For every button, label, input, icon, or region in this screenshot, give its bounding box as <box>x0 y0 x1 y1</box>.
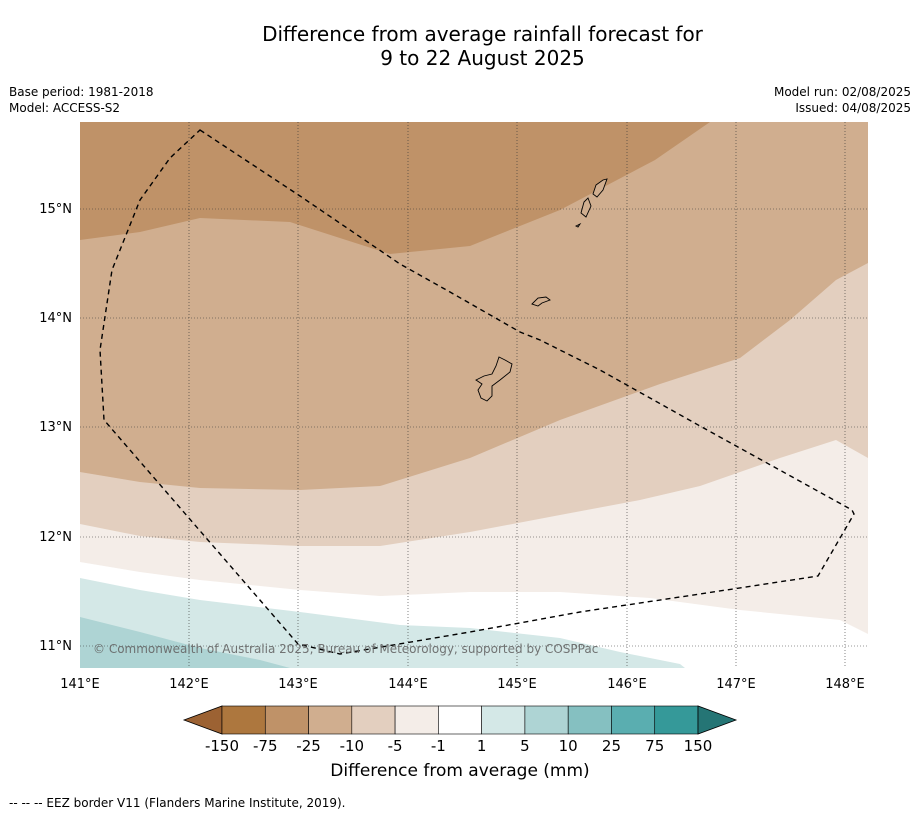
graticule <box>80 122 868 668</box>
colorbar-segment <box>264 705 309 735</box>
lat-label-11n: 11°N <box>39 639 72 654</box>
colorbar-segment <box>308 705 353 735</box>
lat-label-12n: 12°N <box>39 530 72 545</box>
colorbar-segment <box>438 705 482 735</box>
model-name: Model: ACCESS-S2 <box>9 101 121 115</box>
eez-footnote: -- -- -- EEZ border V11 (Flanders Marine… <box>9 796 346 810</box>
island-aguijan <box>574 222 582 228</box>
lon-label-144e: 144°E <box>388 677 428 692</box>
island-guam <box>475 356 513 402</box>
page-title: Difference from average rainfall forecas… <box>0 22 919 70</box>
band-plus-1-5 <box>80 578 685 668</box>
colorbar-segment <box>481 705 526 735</box>
colorbar-tick-label: -25 <box>296 737 321 755</box>
lon-label-143e: 143°E <box>278 677 318 692</box>
colorbar-segment <box>611 705 656 735</box>
map-area <box>80 122 868 668</box>
lat-label-14n: 14°N <box>39 311 72 326</box>
island-rota <box>531 296 551 307</box>
model-run: Model run: 02/08/2025 <box>773 85 911 99</box>
copyright-note: © Commonwealth of Australia 2025, Bureau… <box>93 642 598 656</box>
lon-label-145e: 145°E <box>497 677 537 692</box>
lon-label-141e: 141°E <box>60 677 100 692</box>
colorbar-tick-label: 5 <box>520 737 530 755</box>
issued-date: Issued: 04/08/2025 <box>795 101 911 115</box>
colorbar-arrow-high <box>697 705 738 735</box>
meta-left: Base period: 1981-2018 Model: ACCESS-S2 <box>9 84 154 116</box>
lon-label-147e: 147°E <box>716 677 756 692</box>
colorbar-tick-label: -10 <box>340 737 365 755</box>
band-plus-5-10-top <box>80 617 290 668</box>
lat-label-15n: 15°N <box>39 202 72 217</box>
eez-border <box>99 129 855 655</box>
colorbar-segment <box>394 705 439 735</box>
colorbar-segment <box>221 705 266 735</box>
lon-label-142e: 142°E <box>169 677 209 692</box>
title-line-1: Difference from average rainfall forecas… <box>262 22 703 46</box>
title-line-2: 9 to 22 August 2025 <box>380 46 585 70</box>
colorbar-segment <box>351 705 396 735</box>
colorbar-tick-label: 150 <box>684 737 713 755</box>
colorbar-tick-label: -1 <box>431 737 446 755</box>
colorbar-tick-label: -75 <box>253 737 278 755</box>
lon-label-148e: 148°E <box>825 677 865 692</box>
meta-right: Model run: 02/08/2025 Issued: 04/08/2025 <box>774 84 911 116</box>
lat-label-13n: 13°N <box>39 420 72 435</box>
colorbar-segment <box>567 705 612 735</box>
island-tinian <box>580 197 592 218</box>
colorbar: -150 -75 -25 -10 -5 -1 1 5 10 25 75 150 <box>182 705 738 755</box>
colorbar-tick-label: 25 <box>602 737 621 755</box>
colorbar-arrow-low <box>182 705 223 735</box>
colorbar-title: Difference from average (mm) <box>330 761 590 781</box>
lon-label-146e: 146°E <box>607 677 647 692</box>
colorbar-tick-label: -5 <box>388 737 403 755</box>
island-saipan <box>592 178 608 198</box>
colorbar-tick-label: -150 <box>205 737 239 755</box>
base-period: Base period: 1981-2018 <box>9 85 154 99</box>
colorbar-tick-label: 75 <box>645 737 664 755</box>
islands <box>475 178 608 402</box>
colorbar-segment <box>654 705 699 735</box>
colorbar-tick-label: 1 <box>477 737 487 755</box>
colorbar-tick-label: 10 <box>559 737 578 755</box>
colorbar-segment <box>524 705 569 735</box>
